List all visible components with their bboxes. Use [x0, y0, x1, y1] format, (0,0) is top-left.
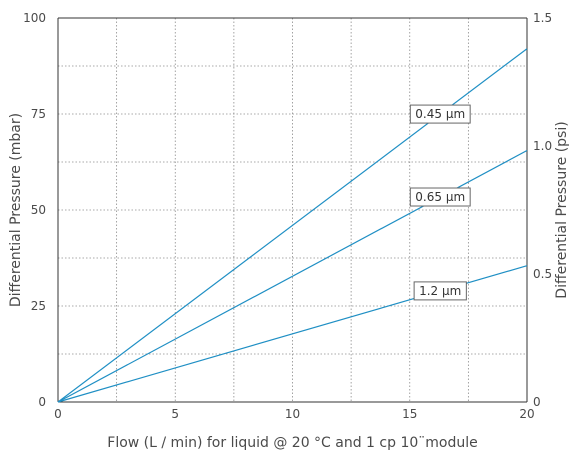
- y-axis-title-right: Differential Pressure (psi): [554, 121, 570, 298]
- series-label-box: [413, 281, 467, 301]
- plot-frame: [57, 17, 528, 403]
- y-tick-label-left: 75: [31, 107, 46, 121]
- x-tick-label: 5: [171, 407, 179, 421]
- y-tick-label-left: 0: [38, 395, 46, 409]
- x-axis-title: Flow (L / min) for liquid @ 20 °C and 1 …: [107, 435, 477, 451]
- x-tick-label: 15: [402, 407, 417, 421]
- x-tick-label: 20: [519, 407, 534, 421]
- series-label-1: 0.45 µm: [409, 104, 471, 124]
- series-labels: 0.45 µm 0.65 µm 1.2 µm: [409, 104, 471, 301]
- grid: [58, 18, 527, 402]
- y-tick-label-right: 1.0: [533, 139, 552, 153]
- series-label-2: 0.65 µm: [409, 187, 471, 207]
- series-label-3: 1.2 µm: [413, 281, 467, 301]
- series-lines: [57, 48, 528, 403]
- y-tick-label-right: 0: [533, 395, 541, 409]
- series-label-text: 0.65 µm: [415, 190, 465, 204]
- series-label-box: [409, 187, 471, 207]
- x-tick-label: 0: [54, 407, 62, 421]
- y-tick-label-left: 25: [31, 299, 46, 313]
- series-label-text: 1.2 µm: [419, 284, 461, 298]
- series-label-box: [409, 104, 471, 124]
- y-tick-label-left: 100: [23, 11, 46, 25]
- y-tick-label-right: 0.5: [533, 267, 552, 281]
- y-axis-title-left: Differential Pressure (mbar): [8, 113, 24, 307]
- y-tick-label-right: 1.5: [533, 11, 552, 25]
- y-tick-label-left: 50: [31, 203, 46, 217]
- x-tick-label: 10: [285, 407, 300, 421]
- series-label-text: 0.45 µm: [415, 107, 465, 121]
- series-line-1: [57, 48, 528, 403]
